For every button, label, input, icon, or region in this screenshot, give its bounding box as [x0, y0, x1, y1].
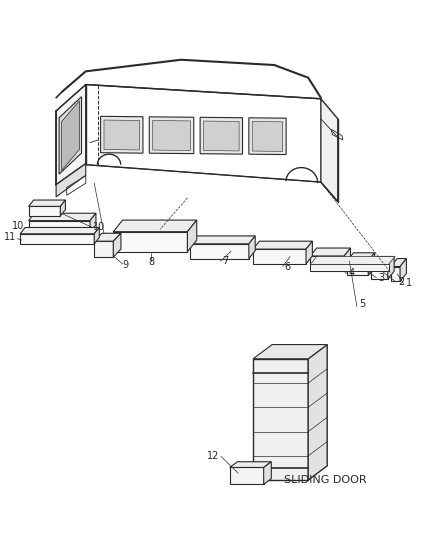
Polygon shape [28, 200, 65, 206]
Polygon shape [321, 99, 338, 201]
Polygon shape [391, 259, 406, 266]
Polygon shape [306, 241, 312, 264]
Polygon shape [253, 344, 327, 359]
Polygon shape [347, 253, 374, 261]
Polygon shape [400, 259, 406, 281]
Polygon shape [371, 264, 388, 279]
Polygon shape [20, 234, 94, 244]
Text: 6: 6 [285, 262, 291, 271]
Text: 5: 5 [359, 300, 365, 310]
Text: 1: 1 [406, 278, 412, 288]
Polygon shape [371, 256, 394, 264]
Text: 7: 7 [223, 256, 229, 266]
Text: 4: 4 [349, 268, 355, 278]
Polygon shape [368, 253, 374, 276]
Polygon shape [252, 122, 283, 151]
Polygon shape [204, 121, 239, 151]
Polygon shape [90, 213, 96, 232]
Text: 12: 12 [207, 451, 219, 462]
Polygon shape [344, 248, 350, 271]
Polygon shape [149, 117, 194, 154]
Polygon shape [190, 244, 249, 259]
Polygon shape [20, 228, 99, 234]
Polygon shape [94, 233, 121, 241]
Polygon shape [190, 236, 255, 244]
Polygon shape [113, 220, 197, 232]
Polygon shape [153, 120, 191, 150]
Polygon shape [28, 221, 90, 232]
Text: 11: 11 [4, 232, 16, 242]
Polygon shape [56, 85, 86, 185]
Text: 10: 10 [12, 221, 25, 231]
Polygon shape [94, 241, 113, 257]
Polygon shape [62, 101, 79, 171]
Polygon shape [310, 248, 350, 256]
Polygon shape [113, 233, 121, 257]
Polygon shape [347, 261, 368, 276]
Polygon shape [230, 467, 264, 484]
Polygon shape [28, 206, 60, 216]
Polygon shape [249, 236, 255, 259]
Polygon shape [310, 264, 389, 271]
Polygon shape [101, 116, 143, 153]
Polygon shape [308, 344, 327, 480]
Polygon shape [56, 164, 86, 197]
Polygon shape [94, 228, 99, 244]
Polygon shape [113, 232, 187, 252]
Polygon shape [388, 256, 394, 279]
Polygon shape [200, 117, 243, 154]
Text: 3: 3 [378, 272, 385, 282]
Polygon shape [59, 96, 81, 174]
Polygon shape [310, 256, 395, 264]
Text: 8: 8 [148, 257, 155, 267]
Polygon shape [391, 266, 400, 281]
Text: SLIDING DOOR: SLIDING DOOR [284, 475, 367, 485]
Polygon shape [253, 359, 308, 480]
Polygon shape [264, 462, 271, 484]
Polygon shape [230, 462, 271, 467]
Polygon shape [28, 213, 96, 221]
Text: 10: 10 [93, 222, 106, 232]
Text: 2: 2 [398, 277, 404, 287]
Polygon shape [60, 200, 65, 216]
Text: 9: 9 [122, 261, 128, 270]
Polygon shape [253, 249, 306, 264]
Polygon shape [310, 256, 344, 271]
Polygon shape [249, 118, 286, 155]
Polygon shape [104, 120, 140, 150]
Polygon shape [253, 241, 312, 249]
Polygon shape [187, 220, 197, 252]
